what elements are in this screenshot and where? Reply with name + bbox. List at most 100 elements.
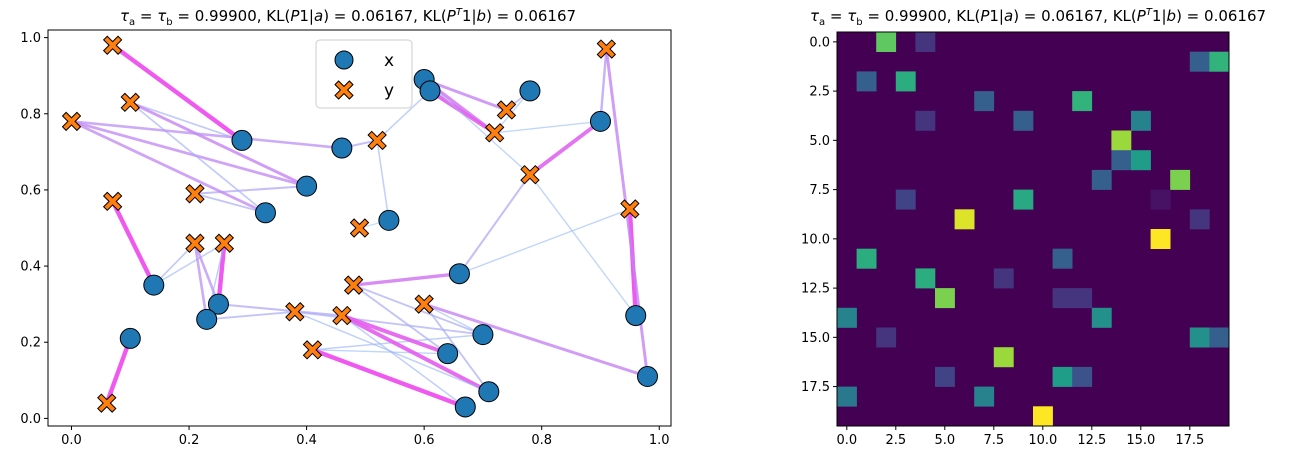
legend: x y [315, 39, 413, 109]
y-point [61, 111, 82, 132]
series-x-points [119, 69, 658, 418]
heatmap-cell [1209, 51, 1230, 72]
transport-link [193, 192, 267, 214]
x-point [419, 80, 441, 102]
transport-link [423, 78, 531, 176]
transport-link [458, 173, 531, 275]
heatmap-cell [935, 366, 955, 387]
x-point [196, 308, 218, 330]
transport-link [494, 120, 602, 134]
heatmap-cell [915, 32, 936, 52]
legend-x-label: x [384, 51, 394, 71]
heatmap-cell [935, 288, 955, 309]
heatmap-cell [837, 307, 857, 328]
transport-link [311, 349, 449, 355]
x-point [119, 327, 141, 349]
legend-box [315, 39, 413, 109]
heatmap-cell [1072, 366, 1093, 387]
y-point [214, 233, 235, 253]
transport-link [193, 241, 208, 321]
heatmap-cell [1013, 110, 1034, 131]
heatmap-x-ticks: 0.0 2.5 5.0 7.5 10.0 12.5 15.0 17.5 [836, 426, 1204, 448]
heatmap-cell [876, 32, 897, 52]
heatmap-title: τa = τb = 0.99900, KL(P1|a) = 0.06167, K… [810, 7, 1266, 28]
x-point [437, 343, 459, 365]
transport-link [70, 119, 267, 215]
x-point [254, 202, 276, 224]
transport-link [339, 313, 450, 356]
series-y-points [61, 35, 640, 413]
heatmap-x-tick-label: 5.0 [934, 433, 955, 448]
transport-link [422, 302, 649, 378]
x-point [454, 396, 476, 418]
x-point [296, 175, 318, 197]
transport-link [310, 347, 468, 410]
heatmap-cell [1150, 229, 1171, 249]
heatmap-cell [1131, 150, 1151, 171]
y-point [102, 191, 123, 212]
heatmap-x-tick-label: 0.0 [836, 433, 857, 448]
scatter-y-ticks: 0.0 0.2 0.4 0.6 0.8 1.0 [20, 31, 48, 427]
x-point [231, 129, 253, 151]
x-point [519, 80, 541, 102]
heatmap-cell [856, 71, 877, 92]
y-point [496, 100, 517, 120]
transport-link [129, 101, 243, 142]
legend-x-marker [334, 50, 354, 70]
transport-link [128, 100, 309, 188]
scatter-panel: 0.0 0.2 0.4 0.6 0.8 1.0 0.0 0.2 0.4 0.6 0.8 1.0 x … [20, 29, 672, 448]
transport-link [311, 333, 484, 351]
heatmap-cell [993, 268, 1014, 289]
x-point [378, 209, 400, 231]
heatmap-cell [1033, 406, 1053, 427]
x-point [331, 137, 353, 159]
y-point [414, 294, 434, 314]
heatmap-x-tick-label: 12.5 [1077, 433, 1106, 448]
heatmap-cell [915, 268, 936, 289]
x-point [636, 366, 658, 387]
heatmap-cell [1209, 327, 1230, 348]
legend-y-marker [334, 80, 354, 100]
transport-link [351, 272, 462, 287]
y-point [285, 302, 305, 322]
heatmap-cell [1091, 307, 1112, 328]
heatmap-frame [836, 31, 1230, 427]
transport-link [528, 119, 603, 177]
transport-link [293, 310, 484, 336]
y-point [349, 218, 370, 238]
x-tick-label: 0.2 [179, 433, 200, 448]
heatmap-y-tick-label: 12.5 [801, 282, 830, 297]
heatmap-y-tick-label: 10.0 [801, 232, 830, 247]
y-point [332, 305, 352, 326]
y-point [367, 130, 387, 151]
heatmap-cell [895, 71, 916, 92]
x-point [625, 305, 647, 327]
transport-link [529, 174, 637, 317]
heatmap-cell [1170, 169, 1191, 190]
y-point [185, 233, 205, 253]
y-point [302, 340, 323, 360]
x-point [448, 263, 470, 285]
y-point [520, 164, 540, 185]
heatmap-cell [1189, 209, 1210, 230]
heatmap-x-tick-label: 2.5 [885, 433, 906, 448]
heatmap-y-tick-label: 5.0 [809, 134, 830, 149]
heatmap-cell [974, 386, 995, 407]
heatmap-cell [1189, 327, 1210, 348]
x-tick-label: 0.6 [414, 433, 435, 448]
heatmap-panel: 0.0 2.5 5.0 7.5 10.0 12.5 15.0 17.5 0.0 2.5 5.0 7.… [801, 31, 1230, 448]
transport-link [193, 185, 308, 195]
y-point [596, 39, 617, 59]
heatmap-cell [993, 347, 1014, 368]
y-tick-label: 0.8 [20, 107, 41, 122]
transport-link [423, 303, 490, 393]
transport-link [458, 208, 631, 275]
y-point [343, 275, 364, 295]
x-point [589, 110, 611, 132]
heatmap-cell [1072, 91, 1093, 112]
y-point [484, 123, 505, 143]
heatmap-cell [876, 327, 897, 348]
transport-link [339, 313, 491, 394]
transport-link [352, 284, 449, 355]
scatter-x-ticks: 0.0 0.2 0.4 0.6 0.8 1.0 [61, 426, 670, 448]
